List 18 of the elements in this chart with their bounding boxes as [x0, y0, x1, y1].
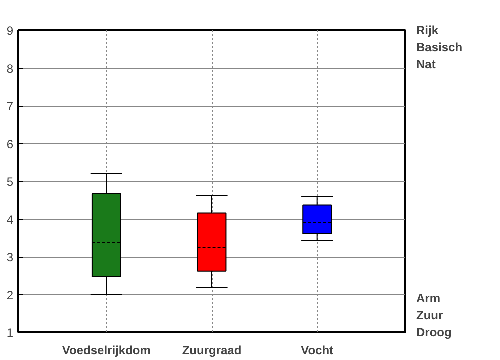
y-tick-label: 5	[6, 175, 14, 189]
text: Droog	[416, 326, 452, 340]
x-tick-label: Voedselrijkdom	[62, 344, 151, 358]
y-tick-label: 4	[6, 212, 14, 227]
x-tick-label: Zuurgraad	[182, 344, 242, 358]
x-tick-label: Vocht	[301, 344, 334, 358]
text: Arm	[416, 292, 441, 306]
text: Rijk	[416, 24, 439, 38]
text: Zuur	[416, 308, 444, 323]
y-tick-label: 3	[6, 250, 14, 264]
y-tick-label: 6	[6, 137, 14, 152]
y-tick-label: 7	[6, 100, 14, 114]
text: Basisch	[416, 40, 463, 54]
y-tick-label: 1	[6, 326, 14, 340]
y-tick-label: 9	[6, 24, 14, 38]
y-tick-label: 8	[6, 62, 14, 76]
y-tick-label: 2	[6, 288, 14, 302]
text: Nat	[416, 57, 436, 72]
